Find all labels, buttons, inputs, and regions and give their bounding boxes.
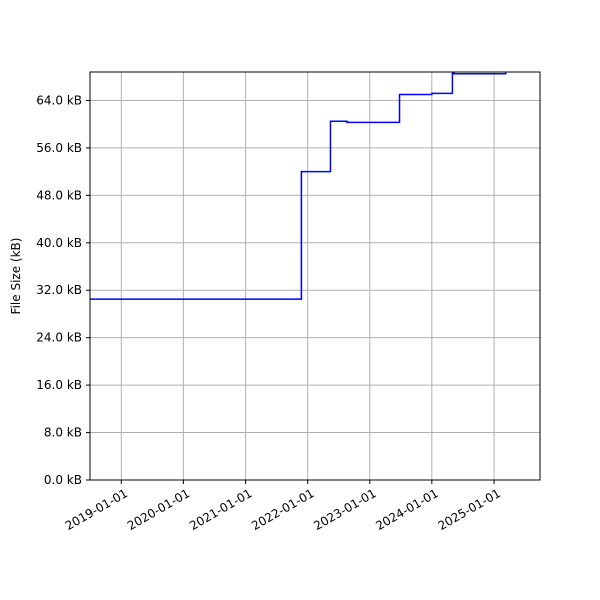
- y-tick-label: 48.0 kB: [36, 188, 82, 202]
- y-tick-label: 40.0 kB: [36, 236, 82, 250]
- y-tick-label: 64.0 kB: [36, 93, 82, 107]
- y-axis: 0.0 kB 8.0 kB 16.0 kB 24.0 kB 32.0 kB 40.0 kB…: [36, 93, 90, 487]
- file-size-series-line: [90, 72, 507, 300]
- y-tick-label: 0.0 kB: [44, 473, 82, 487]
- plot-frame: [89, 71, 541, 481]
- y-tick-label: 24.0 kB: [36, 331, 82, 345]
- y-tick-label: 16.0 kB: [36, 378, 82, 392]
- y-tick-label: 8.0 kB: [44, 426, 82, 440]
- y-axis-label: File Size (kB): [9, 238, 23, 315]
- y-tick-label: 32.0 kB: [36, 283, 82, 297]
- series-layer: [90, 72, 507, 300]
- y-tick-label: 56.0 kB: [36, 141, 82, 155]
